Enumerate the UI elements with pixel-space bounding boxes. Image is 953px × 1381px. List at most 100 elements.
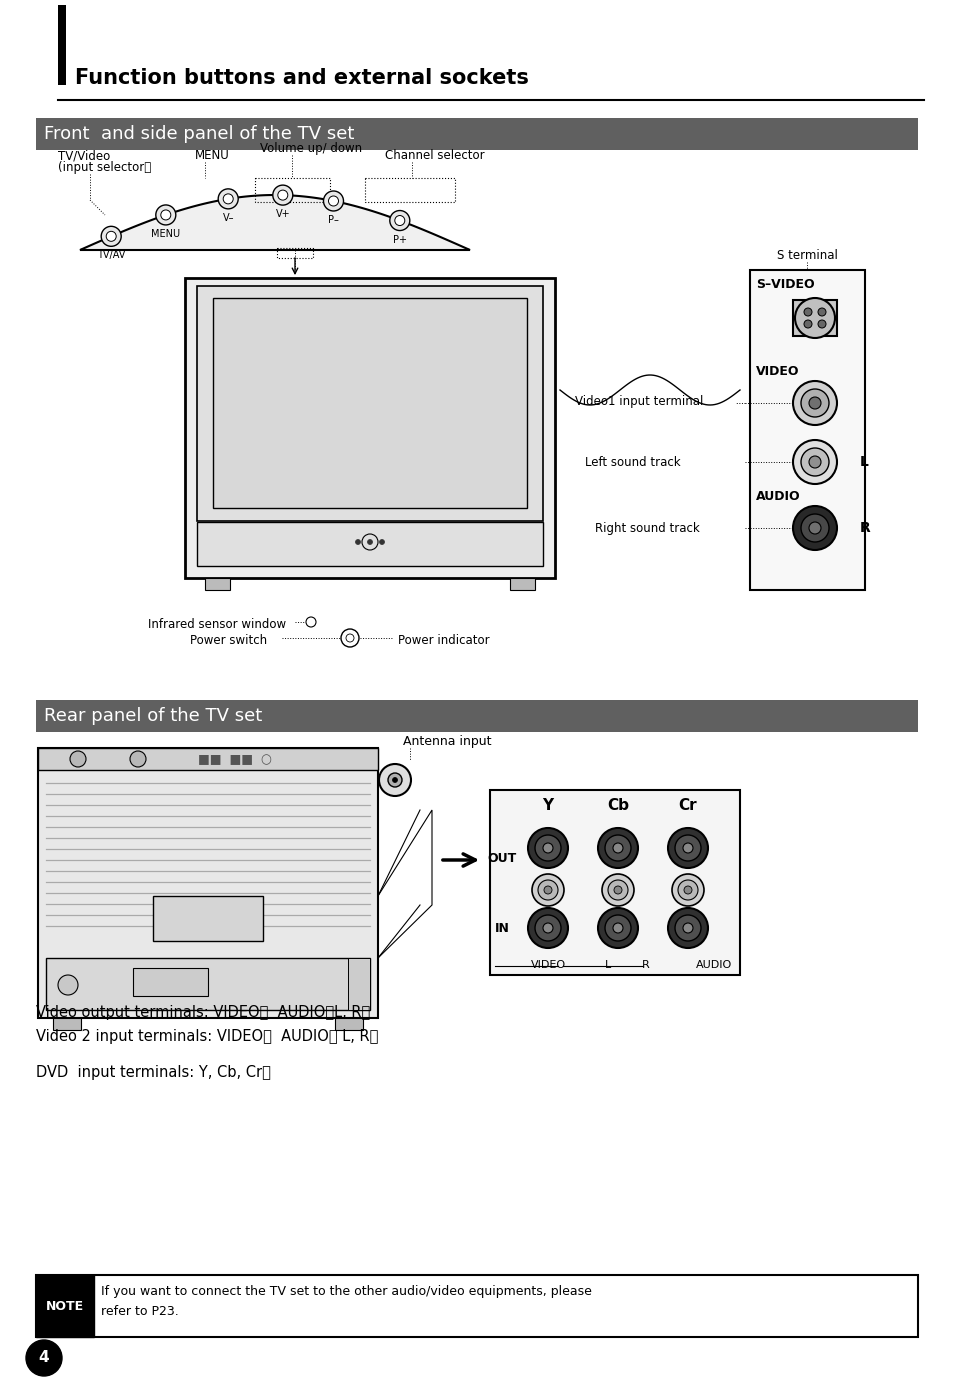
Circle shape (682, 842, 692, 853)
Circle shape (161, 210, 171, 220)
Text: TV/Video: TV/Video (58, 149, 111, 162)
Text: Channel selector: Channel selector (385, 149, 484, 162)
Circle shape (675, 916, 700, 940)
Text: S terminal: S terminal (776, 249, 837, 262)
Text: Video output terminals: VIDEO；  AUDIO（L, R）: Video output terminals: VIDEO； AUDIO（L, … (36, 1005, 370, 1021)
Circle shape (277, 191, 288, 200)
Circle shape (794, 298, 834, 338)
Circle shape (527, 829, 567, 869)
Circle shape (817, 308, 825, 316)
Circle shape (543, 887, 552, 894)
Text: (input selector）: (input selector） (58, 162, 152, 174)
Circle shape (273, 185, 293, 206)
Bar (348, 958, 370, 1010)
Text: L: L (604, 960, 611, 969)
Bar (335, 1018, 363, 1030)
Circle shape (604, 836, 630, 860)
Circle shape (26, 1340, 62, 1375)
Bar (185, 278, 555, 579)
Text: VIDEO: VIDEO (755, 365, 799, 378)
Circle shape (792, 381, 836, 425)
Text: Volume up/ down: Volume up/ down (260, 142, 362, 155)
Text: NOTE: NOTE (46, 1300, 84, 1312)
Text: OUT: OUT (487, 852, 517, 865)
Circle shape (808, 456, 821, 468)
Circle shape (671, 874, 703, 906)
Circle shape (601, 874, 634, 906)
Text: refer to P23.: refer to P23. (101, 1305, 178, 1317)
Bar (510, 579, 535, 590)
Circle shape (675, 836, 700, 860)
Bar (53, 1018, 81, 1030)
Text: Front  and side panel of the TV set: Front and side panel of the TV set (44, 126, 354, 144)
Circle shape (390, 210, 410, 231)
Circle shape (58, 975, 78, 994)
Circle shape (395, 215, 404, 225)
Circle shape (598, 907, 638, 947)
Text: Infrared sensor window: Infrared sensor window (148, 619, 286, 631)
Text: P+: P+ (393, 235, 406, 244)
Bar (490, 790, 740, 975)
Bar (38, 749, 377, 771)
Text: TV/AV: TV/AV (97, 250, 125, 261)
Circle shape (106, 232, 116, 242)
Text: V–: V– (222, 213, 233, 222)
Circle shape (155, 204, 175, 225)
Bar (152, 896, 263, 940)
Circle shape (532, 874, 563, 906)
Circle shape (378, 764, 411, 795)
Bar (36, 117, 917, 151)
Bar (36, 1275, 917, 1337)
Circle shape (613, 923, 622, 934)
Text: MENU: MENU (194, 149, 230, 162)
Text: ■■  ■■  ○: ■■ ■■ ○ (198, 753, 272, 766)
Text: R: R (859, 521, 870, 534)
Circle shape (607, 880, 627, 900)
Bar (205, 579, 230, 590)
Circle shape (682, 923, 692, 934)
Circle shape (808, 522, 821, 534)
Circle shape (598, 829, 638, 869)
Bar (213, 298, 526, 508)
Circle shape (801, 514, 828, 541)
Circle shape (361, 534, 377, 550)
Circle shape (614, 887, 621, 894)
Circle shape (101, 226, 121, 246)
Circle shape (306, 617, 315, 627)
Bar (792, 300, 836, 336)
Circle shape (801, 389, 828, 417)
Text: IN: IN (494, 921, 509, 935)
Text: R: R (641, 960, 649, 969)
Circle shape (340, 628, 358, 648)
Circle shape (535, 916, 560, 940)
Text: Rear panel of the TV set: Rear panel of the TV set (44, 707, 262, 725)
Circle shape (392, 778, 397, 783)
Circle shape (223, 193, 233, 204)
Text: S–VIDEO: S–VIDEO (755, 278, 814, 291)
Bar (46, 958, 370, 1010)
Circle shape (613, 842, 622, 853)
Circle shape (70, 751, 86, 766)
Circle shape (535, 836, 560, 860)
Bar (132, 968, 208, 996)
Circle shape (667, 907, 707, 947)
Circle shape (130, 751, 146, 766)
Text: Antenna input: Antenna input (402, 735, 491, 749)
Text: Power switch: Power switch (190, 634, 267, 648)
Text: Video1 input terminal: Video1 input terminal (575, 395, 702, 407)
Bar (196, 286, 542, 521)
Circle shape (803, 308, 811, 316)
Circle shape (792, 441, 836, 483)
Circle shape (323, 191, 343, 211)
Text: Function buttons and external sockets: Function buttons and external sockets (75, 68, 528, 88)
Circle shape (379, 540, 384, 544)
Circle shape (792, 505, 836, 550)
Circle shape (808, 396, 821, 409)
Circle shape (817, 320, 825, 329)
Circle shape (683, 887, 691, 894)
Text: VIDEO: VIDEO (530, 960, 565, 969)
Circle shape (388, 773, 401, 787)
Circle shape (801, 447, 828, 476)
Text: If you want to connect the TV set to the other audio/video equipments, please: If you want to connect the TV set to the… (101, 1284, 591, 1298)
Circle shape (667, 829, 707, 869)
